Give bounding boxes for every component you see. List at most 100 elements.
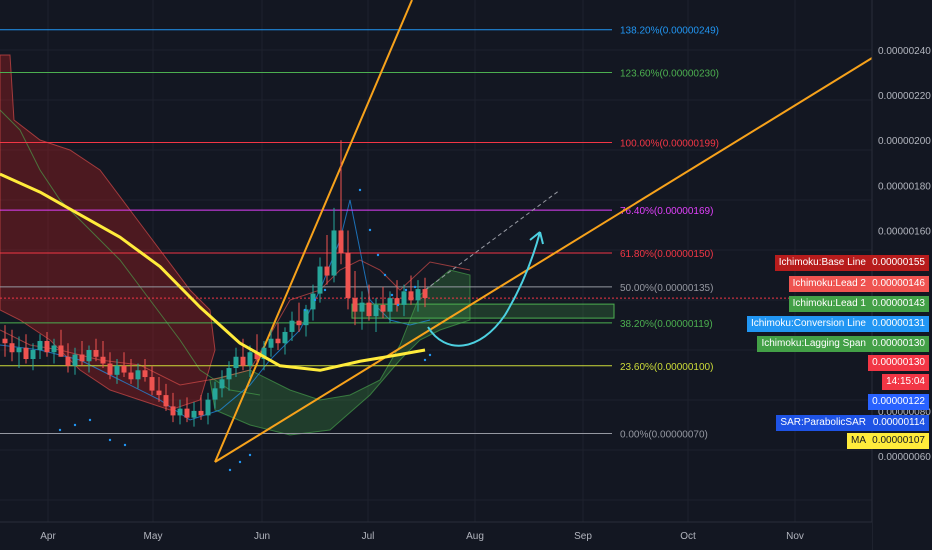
candle-body [401,291,407,305]
candle-body [387,298,393,312]
price-tick-label: 0.00000080 [878,407,931,418]
indicator-value-tag: 14:15:04 [882,374,929,390]
sar-dot [423,358,427,362]
time-tick-label: Sep [574,531,592,542]
sar-dot [368,228,372,232]
fib-level-label: 76.40%(0.00000169) [620,206,713,217]
sar-dot [383,273,387,277]
candle-body [16,347,22,353]
sar-dot [228,468,232,472]
price-tick-label: 0.00000240 [878,46,931,57]
candle-body [177,408,183,416]
indicator-value-tag: 0.00000131 [868,316,929,332]
time-tick-label: Apr [40,531,56,542]
fib-level-label: 38.20%(0.00000119) [620,319,713,330]
indicator-value-tag: 0.00000122 [868,394,929,410]
indicator-name-tag: SAR:ParabolicSAR [776,415,870,431]
sar-dot [358,188,362,192]
candle-body [100,356,106,364]
candle-body [191,410,197,418]
candle-body [247,352,253,366]
indicator-name-tag: Ichimoku:Lagging Span [757,336,870,352]
candle-body [380,304,386,312]
candle-body [310,293,316,310]
steep-trend-line [214,0,413,463]
candle-body [170,406,176,416]
candle-body [156,390,162,396]
sar-dot [73,423,77,427]
candle-body [30,349,36,360]
indicator-value-tag: 0.00000107 [868,433,929,449]
sar-dot [376,253,380,257]
cloud-bullish [209,269,471,436]
candle-body [219,379,225,389]
sar-dot [428,353,432,357]
candle-body [289,320,295,332]
candle-body [184,408,190,418]
indicator-value-tag: 0.00000114 [868,415,929,431]
time-tick-label: Aug [466,531,484,542]
candle-body [352,298,358,312]
price-tick-label: 0.00000200 [878,136,931,147]
projection-arrow [427,231,544,347]
candle-body [51,345,57,353]
candle-body [261,347,267,360]
candle-body [149,377,155,391]
fib-level-label: 23.60%(0.00000100) [620,362,713,373]
candle-body [142,370,148,378]
time-axis: Apr May Jun Jul Aug Sep Oct Nov [0,521,872,550]
ichimoku-lead-1-line [0,109,261,396]
candle-body [415,289,421,301]
candle-body [121,365,127,373]
sar-dot [396,303,400,307]
fib-level-label: 123.60%(0.00000230) [620,69,719,80]
ichimoku-cloud [0,54,471,436]
sar-dot [248,453,252,457]
candle-body [107,363,113,375]
candle-body [58,345,64,357]
indicator-value-tag: 0.00000130 [868,336,929,352]
candle-body [345,253,351,299]
fib-level-label: 61.80%(0.00000150) [620,249,713,260]
indicator-value-tag: 0.00000143 [868,296,929,312]
sar-dot [313,298,317,302]
time-axis-background [0,522,872,550]
candle-body [331,230,337,276]
candle-body [128,372,134,380]
candle-body [198,410,204,416]
fib-level-label: 100.00%(0.00000199) [620,138,719,149]
fib-level-label: 0.00%(0.00000070) [620,429,708,440]
moving-average [0,172,426,372]
cloud-bearish [0,54,216,411]
sar-dot [323,288,327,292]
projection-curve [427,231,541,347]
candle-body [282,331,288,344]
candle-body [212,388,218,400]
sar-dot [58,428,62,432]
projection-dashed-line [424,189,561,291]
candle-body [408,291,414,301]
candle-body [373,304,379,317]
fib-level-label: 50.00%(0.00000135) [620,283,713,294]
sar-dot [404,288,408,292]
candlestick-series [2,140,432,472]
candle-body [65,356,71,366]
price-axis: 0.00000240 0.00000220 0.00000200 0.00000180… [871,0,932,550]
sar-dot [108,438,112,442]
indicator-name-tag: Ichimoku:Lead 1 [788,296,870,312]
candle-body [366,302,372,317]
candle-body [275,338,281,344]
candle-body [226,368,232,380]
time-tick-label: Nov [786,531,804,542]
price-tick-label: 0.00000160 [878,226,931,237]
candle-body [422,289,428,299]
candle-body [268,338,274,348]
sar-dot [88,418,92,422]
sar-dot [238,460,242,464]
projection-arrowhead [529,231,544,245]
sar-dot [123,443,127,447]
indicator-name-tag: MA [847,433,870,449]
indicator-value-tag: 0.00000130 [868,355,929,371]
candle-body [240,356,246,366]
